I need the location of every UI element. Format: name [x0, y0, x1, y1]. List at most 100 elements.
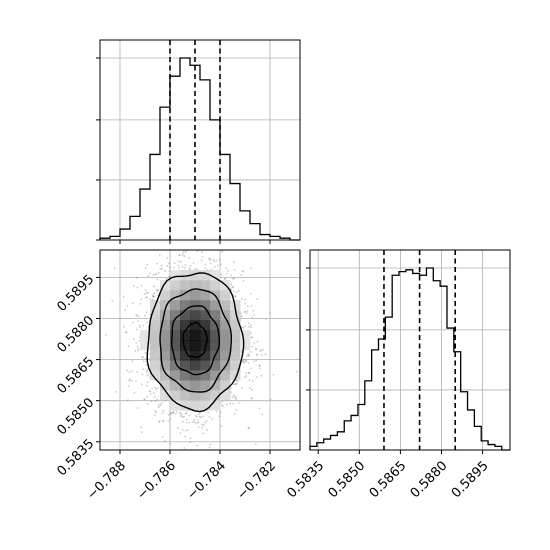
- scatter-point: [247, 325, 250, 328]
- density-cell: [240, 330, 251, 341]
- scatter-point: [230, 391, 232, 393]
- scatter-point: [157, 404, 160, 407]
- scatter-point: [258, 364, 261, 367]
- scatter-point: [136, 407, 139, 409]
- density-cell: [180, 280, 191, 291]
- density-cell: [160, 320, 171, 331]
- scatter-point: [161, 412, 164, 414]
- scatter-point: [134, 350, 137, 352]
- scatter-point: [124, 331, 127, 334]
- scatter-point: [196, 444, 199, 447]
- scatter-point: [195, 416, 198, 418]
- scatter-point: [184, 412, 187, 415]
- scatter-point: [172, 267, 175, 269]
- scatter-point: [183, 266, 186, 269]
- density-cell: [210, 330, 221, 341]
- scatter-point: [132, 284, 135, 287]
- density-cell: [210, 340, 221, 351]
- scatter-point: [295, 370, 298, 373]
- density-cell: [140, 330, 151, 341]
- scatter-point: [244, 325, 247, 328]
- density-cell: [180, 290, 191, 301]
- scatter-point: [202, 432, 205, 435]
- scatter-point: [241, 298, 243, 300]
- scatter-point: [135, 342, 138, 344]
- scatter-point: [251, 316, 254, 319]
- scatter-point: [146, 296, 149, 299]
- scatter-point: [184, 263, 187, 266]
- density-cell: [170, 350, 181, 361]
- scatter-point: [244, 302, 247, 305]
- scatter-point: [146, 395, 149, 398]
- scatter-point: [184, 247, 186, 249]
- x-tick-label: −0.788: [84, 458, 129, 503]
- scatter-point: [256, 376, 258, 378]
- scatter-point: [218, 258, 221, 261]
- density-cell: [150, 350, 161, 361]
- y-tick-label: 0.5835: [55, 436, 98, 479]
- scatter-point: [179, 411, 181, 414]
- scatter-point: [241, 359, 244, 362]
- scatter-point: [245, 359, 248, 362]
- scatter-point: [198, 426, 200, 428]
- density-cell: [190, 300, 201, 311]
- density-cell: [170, 310, 181, 321]
- scatter-point: [204, 263, 207, 266]
- scatter-point: [240, 274, 243, 277]
- scatter-point: [245, 312, 248, 315]
- scatter-point: [154, 400, 157, 403]
- scatter-point: [146, 374, 149, 377]
- scatter-point: [126, 304, 129, 307]
- density-cell: [200, 310, 211, 321]
- scatter-point: [231, 286, 233, 288]
- scatter-point: [258, 365, 261, 368]
- scatter-point: [155, 411, 157, 414]
- density-cell: [180, 320, 191, 331]
- scatter-point: [245, 372, 247, 374]
- scatter-point: [122, 326, 125, 328]
- density-cell: [180, 370, 191, 381]
- scatter-point: [252, 309, 255, 312]
- scatter-point: [177, 427, 179, 430]
- density-cell: [220, 380, 231, 391]
- scatter-point: [127, 345, 130, 347]
- density-cell: [170, 400, 181, 411]
- scatter-point: [244, 310, 246, 313]
- scatter-point: [148, 373, 150, 376]
- density-cell: [220, 320, 231, 331]
- scatter-point: [253, 342, 255, 344]
- density-cell: [160, 380, 171, 391]
- contour-line: [159, 288, 232, 393]
- scatter-point: [170, 413, 172, 416]
- scatter-point: [201, 423, 203, 426]
- density-cell: [180, 300, 191, 311]
- scatter-point: [147, 275, 150, 278]
- scatter-point: [209, 257, 212, 260]
- x-tick-label: 0.5835: [284, 458, 327, 501]
- scatter-point: [181, 265, 184, 268]
- scatter-point: [233, 277, 236, 279]
- scatter-point: [244, 360, 247, 363]
- scatter-point: [247, 426, 250, 429]
- density-cell: [210, 280, 221, 291]
- scatter-point: [154, 386, 156, 389]
- scatter-point: [235, 382, 238, 385]
- scatter-point: [247, 372, 250, 375]
- scatter-point: [234, 383, 236, 385]
- scatter-point: [146, 321, 149, 324]
- scatter-point: [135, 313, 138, 316]
- scatter-point: [261, 348, 264, 351]
- scatter-point: [238, 401, 241, 404]
- scatter-point: [221, 250, 224, 253]
- scatter-point: [229, 402, 232, 405]
- scatter-point: [264, 353, 267, 356]
- density-cell: [190, 350, 201, 361]
- scatter-point: [104, 334, 107, 336]
- scatter-point: [247, 352, 250, 355]
- scatter-point: [243, 311, 246, 314]
- histogram-step: [99, 57, 300, 241]
- scatter-point: [240, 350, 243, 353]
- scatter-point: [113, 267, 116, 270]
- scatter-point: [198, 415, 201, 418]
